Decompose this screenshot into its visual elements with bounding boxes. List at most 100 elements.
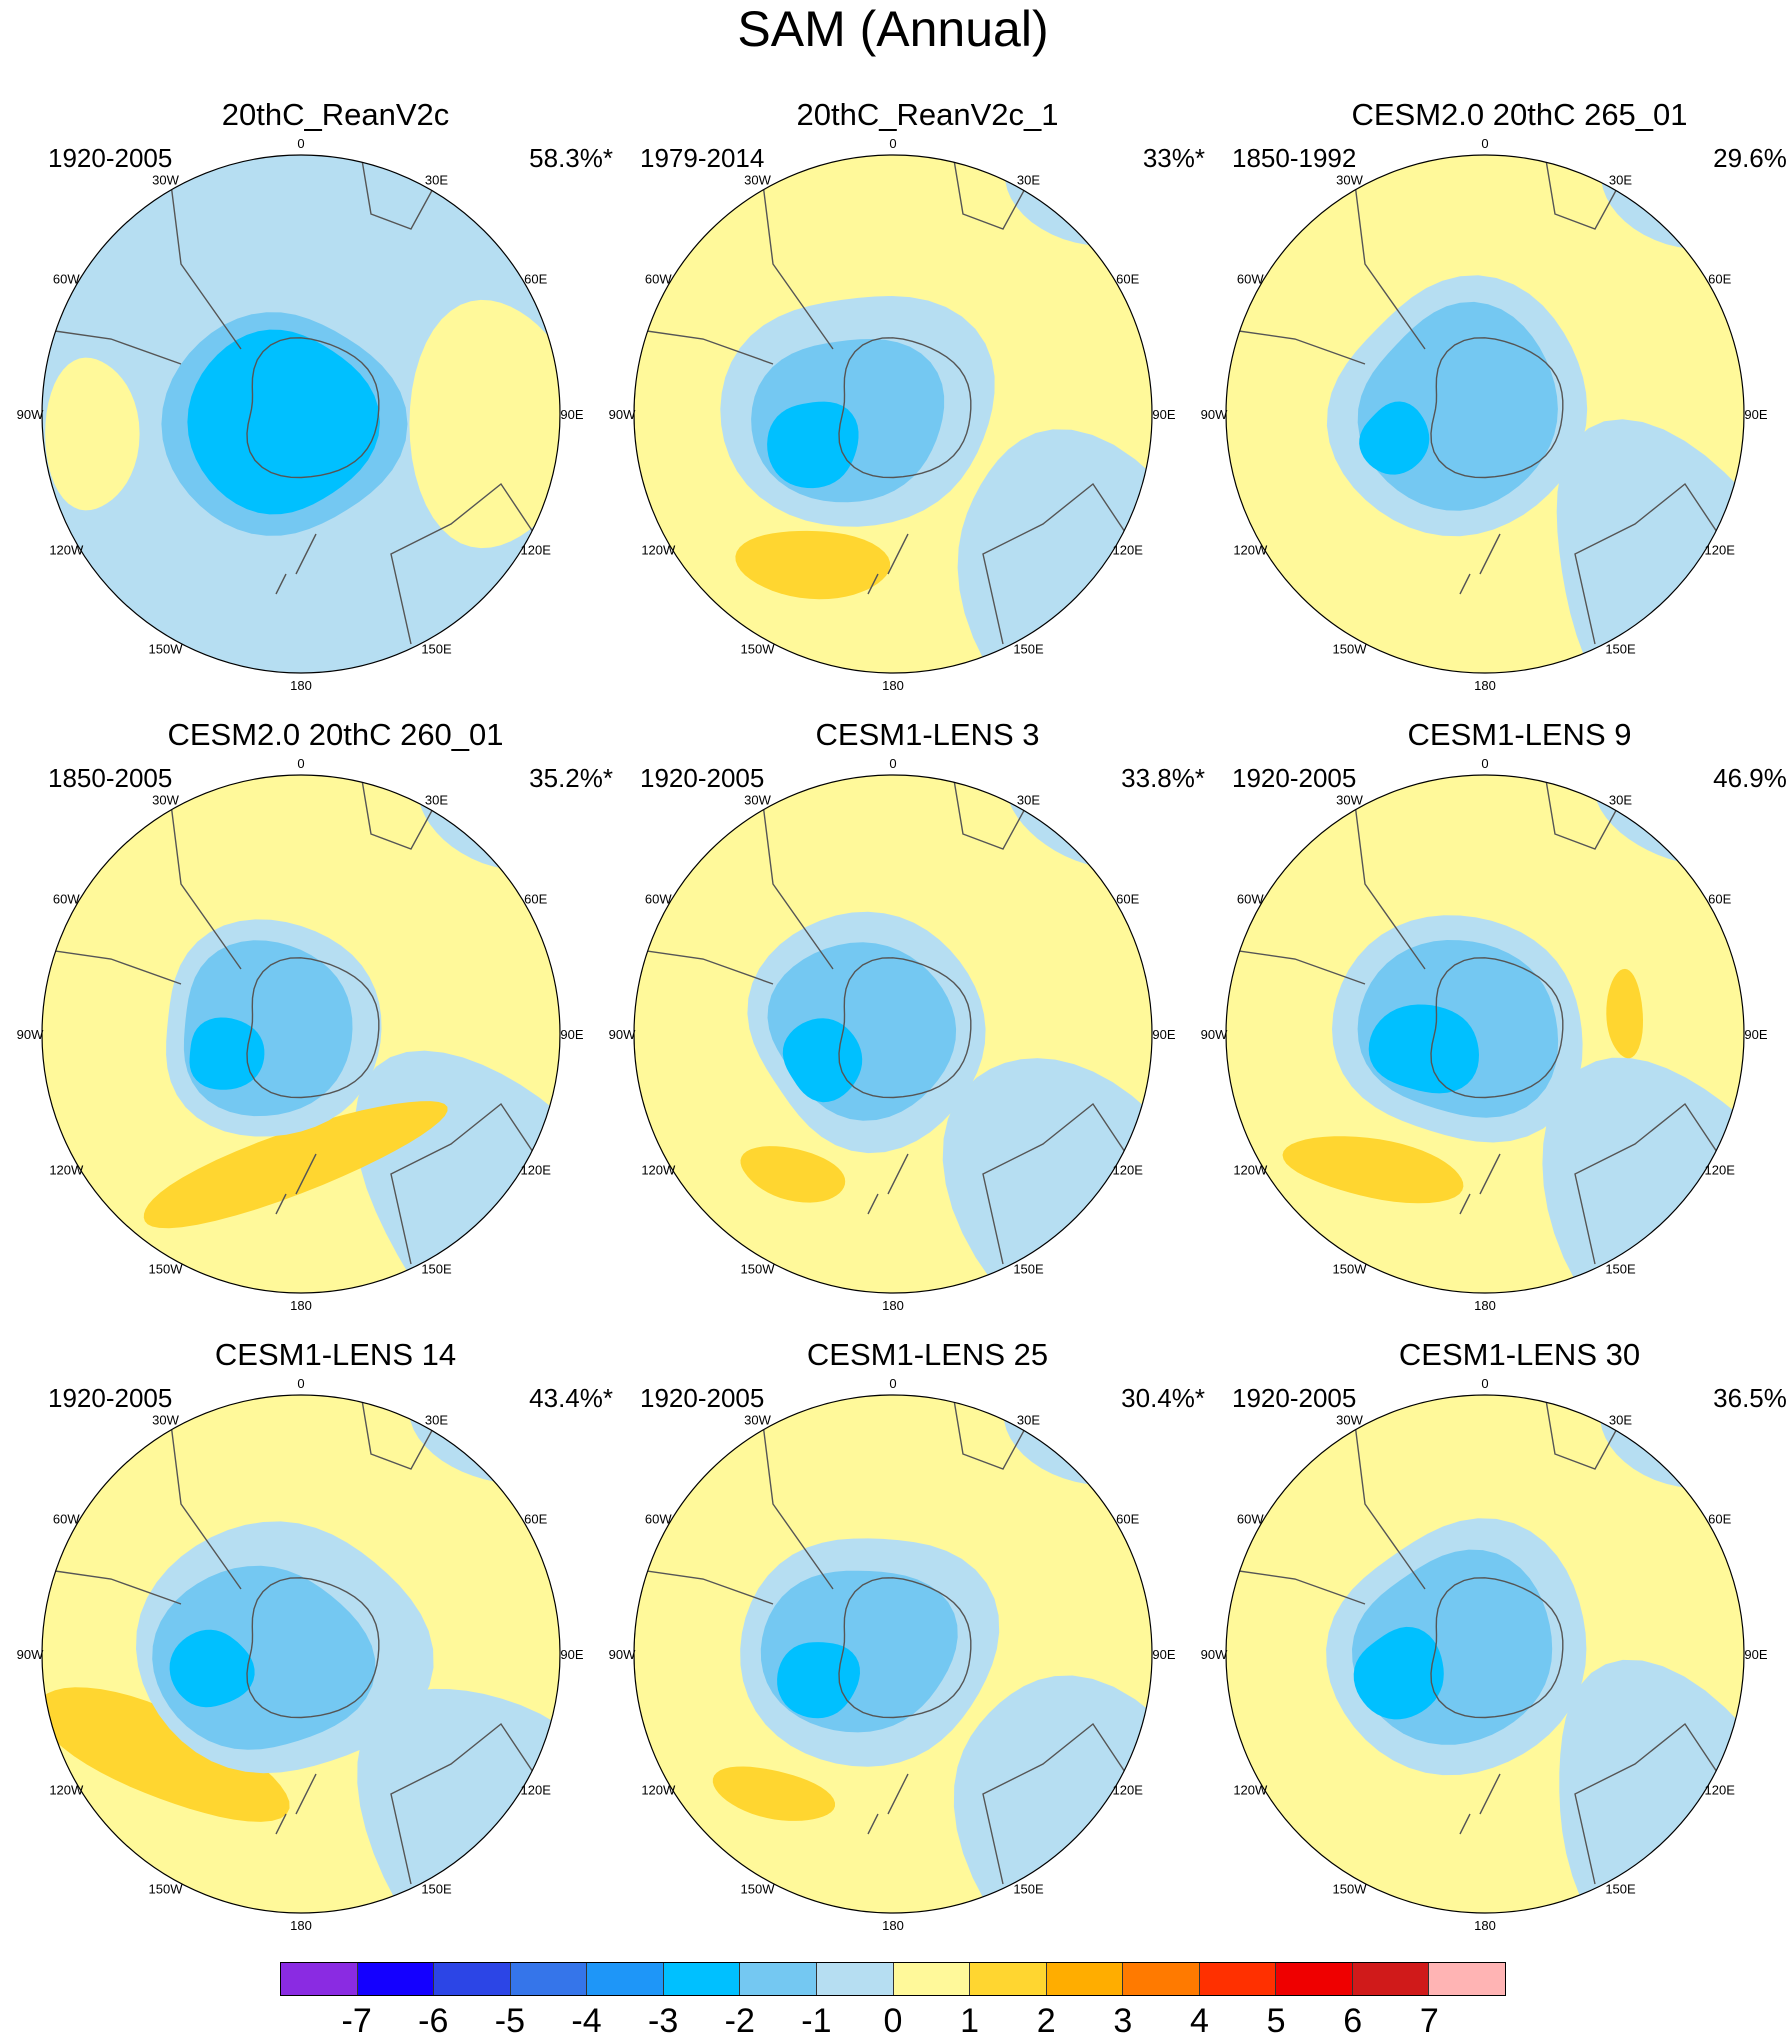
antarctica-coastline bbox=[1430, 337, 1564, 479]
longitude-label: 0 bbox=[889, 756, 896, 771]
longitude-label: 180 bbox=[882, 1298, 904, 1313]
negative-contour bbox=[782, 1018, 863, 1103]
longitude-label: 180 bbox=[882, 1918, 904, 1933]
longitude-label: 30W bbox=[744, 792, 771, 807]
negative-contour bbox=[1353, 1626, 1444, 1720]
positive-anomaly bbox=[45, 357, 140, 511]
map-panel: 0 30E 60E 90E 120E 150E 180 150W 120W 90W 60W 30W CE… bbox=[17, 1337, 633, 1957]
map-border bbox=[41, 154, 561, 674]
map-border bbox=[41, 1394, 561, 1914]
longitude-label: 150W bbox=[149, 642, 184, 657]
longitude-label: 120W bbox=[1233, 543, 1268, 558]
panel-title: CESM2.0 20thC 260_01 bbox=[167, 717, 504, 752]
longitude-label: 150E bbox=[1013, 1882, 1044, 1897]
longitude-label: 60E bbox=[1116, 1512, 1139, 1527]
colorbar-box bbox=[510, 1963, 588, 1995]
antarctica-coastline bbox=[838, 957, 972, 1099]
longitude-label: 30E bbox=[425, 792, 448, 807]
africa-coastline bbox=[360, 775, 442, 850]
colorbar-box bbox=[1429, 1963, 1505, 1995]
africa-coastline bbox=[360, 1395, 442, 1470]
longitude-label: 150W bbox=[1333, 1882, 1368, 1897]
longitude-label: 150E bbox=[1605, 1882, 1636, 1897]
longitude-label: 90E bbox=[1152, 407, 1175, 422]
colorbar-tick-label: -7 bbox=[341, 2002, 372, 2040]
colorbar bbox=[280, 1962, 1506, 1996]
panel-variance-explained: 29.6%* bbox=[1713, 143, 1786, 173]
map-panel: 0 30E 60E 90E 120E 150E 180 150W 120W 90W 60W 30W 20… bbox=[17, 97, 633, 717]
positive-anomaly bbox=[1282, 1136, 1464, 1204]
panel-period: 1920-2005 bbox=[1232, 1383, 1357, 1413]
new-zealand-coastline bbox=[867, 533, 909, 595]
polar-map: 0 30E 60E 90E 120E 150E 180 150W 120W 90W 60W 30W bbox=[1201, 1376, 1768, 1933]
south-america-coastline bbox=[634, 1568, 774, 1605]
longitude-label: 90E bbox=[560, 1027, 583, 1042]
panel-title: CESM1-LENS 3 bbox=[815, 717, 1040, 752]
antarctica-coastline bbox=[246, 337, 380, 479]
longitude-label: 180 bbox=[290, 1298, 312, 1313]
longitude-label: 90E bbox=[560, 407, 583, 422]
new-zealand-coastline bbox=[275, 533, 317, 595]
longitude-label: 150W bbox=[1333, 1262, 1368, 1277]
panel-title: CESM1-LENS 14 bbox=[214, 1337, 457, 1372]
longitude-label: 150E bbox=[1605, 642, 1636, 657]
longitude-label: 0 bbox=[1481, 756, 1488, 771]
australia-coastline bbox=[982, 1102, 1134, 1265]
colorbar-box bbox=[1123, 1963, 1200, 1995]
map-panel: 0 30E 60E 90E 120E 150E 180 150W 120W 90W 60W 30W CE… bbox=[1201, 717, 1786, 1337]
south-america-coastline bbox=[1226, 948, 1366, 985]
longitude-label: 150E bbox=[421, 1882, 452, 1897]
south-america-coastline bbox=[634, 328, 774, 365]
longitude-label: 150W bbox=[149, 1262, 184, 1277]
polar-map: 0 30E 60E 90E 120E 150E 180 150W 120W 90W 60W 30W bbox=[17, 756, 584, 1313]
longitude-label: 180 bbox=[882, 678, 904, 693]
longitude-label: 180 bbox=[1474, 1298, 1496, 1313]
longitude-label: 120E bbox=[1113, 1163, 1144, 1178]
panel-variance-explained: 33%* bbox=[1142, 143, 1205, 173]
colorbar-box bbox=[1199, 1963, 1277, 1995]
panel-period: 1920-2005 bbox=[640, 1383, 765, 1413]
longitude-label: 0 bbox=[297, 136, 304, 151]
polar-map: 0 30E 60E 90E 120E 150E 180 150W 120W 90W 60W 30W bbox=[609, 136, 1176, 693]
polar-map: 0 30E 60E 90E 120E 150E 180 150W 120W 90W 60W 30W bbox=[17, 136, 584, 693]
south-america-coastline bbox=[42, 948, 182, 985]
negative-contour bbox=[777, 1642, 860, 1719]
longitude-label: 90W bbox=[17, 1027, 44, 1042]
panel-variance-explained: 33.8%* bbox=[1121, 763, 1205, 793]
longitude-label: 90W bbox=[1201, 407, 1228, 422]
negative-contour bbox=[169, 1629, 255, 1708]
negative-contour bbox=[189, 1017, 265, 1090]
polar-map: 0 30E 60E 90E 120E 150E 180 150W 120W 90W 60W 30W bbox=[609, 1376, 1176, 1933]
longitude-label: 30W bbox=[1336, 172, 1363, 187]
panel-title: CESM2.0 20thC 265_01 bbox=[1351, 97, 1688, 132]
longitude-label: 120E bbox=[1705, 1163, 1736, 1178]
antarctica-coastline bbox=[1430, 957, 1564, 1099]
panel-period: 1920-2005 bbox=[48, 1383, 173, 1413]
longitude-label: 120E bbox=[521, 1163, 552, 1178]
longitude-label: 120E bbox=[521, 1783, 552, 1798]
negative-contour bbox=[187, 329, 380, 515]
colorbar-box bbox=[1276, 1963, 1353, 1995]
polar-map: 0 30E 60E 90E 120E 150E 180 150W 120W 90W 60W 30W bbox=[1201, 136, 1768, 693]
longitude-label: 120E bbox=[1705, 1783, 1736, 1798]
longitude-label: 120W bbox=[49, 1163, 84, 1178]
longitude-label: 180 bbox=[1474, 678, 1496, 693]
australia-coastline bbox=[390, 1102, 542, 1265]
longitude-label: 120W bbox=[1233, 1783, 1268, 1798]
longitude-label: 60E bbox=[524, 892, 547, 907]
panel-variance-explained: 36.5%* bbox=[1713, 1383, 1786, 1413]
map-border bbox=[1225, 154, 1745, 674]
panel-period: 1920-2005 bbox=[640, 763, 765, 793]
map-panel: 0 30E 60E 90E 120E 150E 180 150W 120W 90W 60W 30W CE… bbox=[609, 1337, 1225, 1957]
longitude-label: 150W bbox=[1333, 642, 1368, 657]
colorbar-tick-label: 0 bbox=[883, 2002, 903, 2040]
longitude-label: 90W bbox=[17, 1647, 44, 1662]
africa-coastline bbox=[1544, 775, 1626, 850]
positive-anomaly bbox=[735, 530, 891, 600]
colorbar-tick-label: 4 bbox=[1190, 2002, 1209, 2040]
africa-coastline bbox=[952, 775, 1034, 850]
panel-period: 1979-2014 bbox=[640, 143, 765, 173]
longitude-label: 120E bbox=[1113, 543, 1144, 558]
colorbar-tick-label: 7 bbox=[1419, 2002, 1439, 2040]
